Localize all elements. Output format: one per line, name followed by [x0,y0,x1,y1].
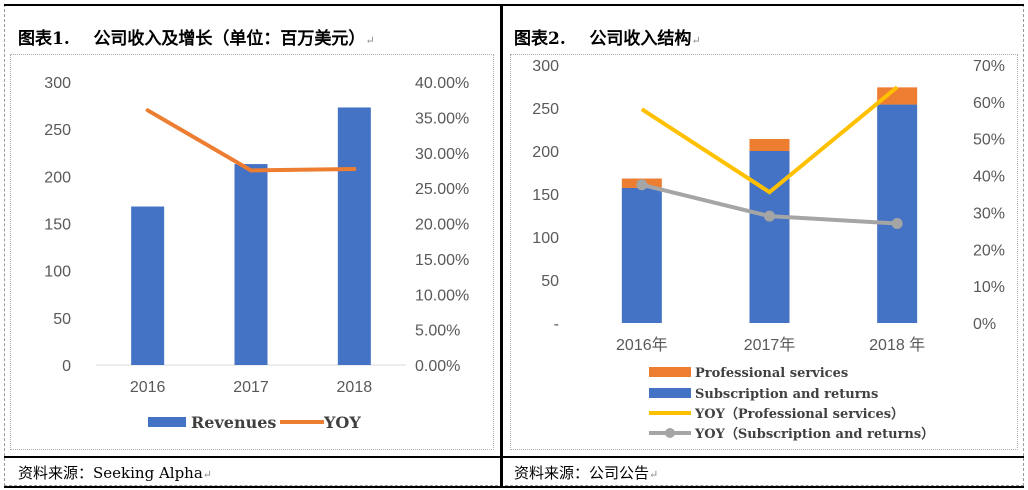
legend-yoy-subscription-label: YOY（Subscription and returns） [694,426,934,442]
left-axis-tick-label: 100 [44,264,71,281]
revenue-structure-chart: - 50 100 150 200 250 300 0% 10% 20% 30% 40% 50% 60% 70… [532,58,1005,442]
x-axis-tick-label: 2016年 [616,336,668,354]
revenue-growth-chart: 0 50 100 150 200 250 300 0.00% 5.00% 10.00% 15.00%… [44,75,469,432]
left-axis-tick-label: 250 [44,122,71,139]
revenue-bar [234,164,268,365]
paragraph-mark-icon: ↵ [365,34,375,47]
paragraph-mark-icon: ↵ [202,468,213,481]
legend-subscription-swatch [649,388,691,398]
left-chart-panel: 0 50 100 150 200 250 300 0.00% 5.00% 10.00% 15.00%… [10,54,494,450]
right-axis-tick-label: 25.00% [415,181,469,198]
yoy-subscription-marker [636,179,648,191]
top-rule [4,4,1024,6]
column-divider [500,4,503,488]
right-caption: 图表2. 公司收入结构↵ [514,24,701,49]
left-axis-tick-label: 150 [532,187,559,204]
right-source-text: 资料来源：公司公告 [514,464,650,482]
x-axis-tick-label: 2017年 [744,336,796,354]
paragraph-mark-icon: ↵ [691,34,701,47]
paragraph-mark-icon: ↵ [649,468,659,481]
left-source-text: 资料来源：Seeking Alpha [18,464,203,482]
left-caption-label: 图表1. [18,29,70,49]
legend-yoy-subscription-marker [665,428,675,438]
left-axis-tick-label: 150 [44,217,71,234]
yoy-subscription-marker [891,217,903,229]
left-axis-tick-label: 300 [532,58,559,75]
legend-yoy-professional-label: YOY（Professional services） [694,406,904,422]
left-axis-tick-label: 300 [44,75,71,92]
right-axis-tick-label: 40% [973,169,1005,186]
professional-services-bar [877,87,918,105]
left-source: 资料来源：Seeking Alpha↵ [18,462,212,483]
legend-subscription-label: Subscription and returns [695,387,878,402]
subscription-bar [621,187,662,323]
right-axis-tick-label: 20% [973,242,1005,259]
right-axis-tick-label: 15.00% [415,252,469,269]
legend-revenues-swatch [148,417,186,427]
left-axis-tick-label: 50 [541,273,559,290]
x-axis-tick-label: 2017 [233,379,269,396]
left-axis-tick-label: 200 [44,169,71,186]
right-axis-tick-label: 0.00% [415,358,460,375]
bottom-rule [4,486,1024,488]
revenue-bar [337,107,371,365]
right-axis-tick-label: 10% [973,279,1005,296]
yoy-subscription-marker [764,210,775,222]
right-axis-tick-label: 50% [973,132,1005,149]
right-axis-tick-label: 5.00% [415,323,460,340]
right-axis-tick-label: 20.00% [415,217,469,234]
legend-professional-swatch [649,367,691,377]
left-axis-tick-label: 100 [532,230,559,247]
right-caption-title: 公司收入结构 [589,29,692,49]
right-axis-tick-label: 70% [973,58,1005,75]
right-axis-tick-label: 60% [973,95,1005,112]
right-source: 资料来源：公司公告↵ [514,462,658,483]
legend-revenues-label: Revenues [191,413,276,432]
professional-services-bar [749,138,790,151]
left-axis-tick-label: 50 [53,311,71,328]
subscription-bar [749,151,790,323]
right-caption-label: 图表2. [514,29,566,49]
right-axis-tick-label: 40.00% [415,75,469,92]
x-axis-tick-label: 2016 [130,379,166,396]
left-axis-tick-label: 0 [62,358,71,375]
revenue-bar [131,206,165,365]
left-caption-title: 公司收入及增长（单位：百万美元） [93,29,366,49]
left-axis-tick-label: - [554,316,559,333]
right-axis-tick-label: 35.00% [415,110,469,127]
left-caption: 图表1. 公司收入及增长（单位：百万美元）↵ [18,24,375,49]
yoy-professional-line [640,85,899,195]
left-axis-tick-label: 250 [532,101,559,118]
right-axis-tick-label: 30% [973,205,1005,222]
left-axis-tick-label: 200 [532,144,559,161]
legend-professional-label: Professional services [695,366,848,381]
right-axis-tick-label: 10.00% [415,287,469,304]
yoy-line [145,108,357,173]
x-axis-tick-label: 2018 [337,379,373,396]
right-axis-tick-label: 0% [973,316,996,333]
legend-yoy-label: YOY [323,413,361,432]
x-axis-tick-label: 2018 年 [869,336,925,354]
source-rule [4,456,1024,458]
right-axis-tick-label: 30.00% [415,146,469,163]
right-chart-panel: - 50 100 150 200 250 300 0% 10% 20% 30% 40% 50% 60% 70… [510,54,1018,450]
subscription-bar [877,104,918,323]
